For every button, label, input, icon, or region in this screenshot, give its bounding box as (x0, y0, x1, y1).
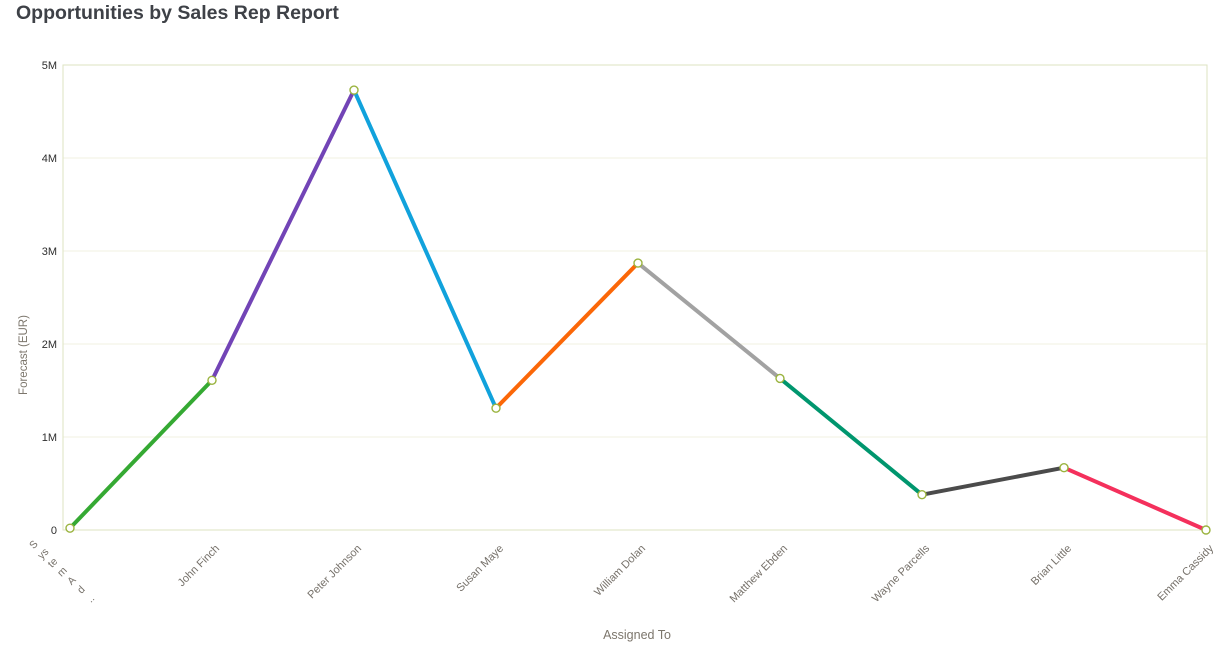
y-tick-label: 0 (51, 525, 57, 537)
y-tick-label: 4M (42, 153, 57, 165)
report-title: Opportunities by Sales Rep Report (16, 2, 339, 24)
line-segment (68, 378, 214, 531)
y-tick-label: 1M (42, 432, 57, 444)
x-category-label: Emma Cassidy (1155, 542, 1216, 603)
line-segment (778, 376, 924, 497)
line-segment (920, 465, 1066, 497)
data-point[interactable] (207, 375, 217, 385)
data-point[interactable] (917, 489, 927, 500)
x-axis-title: Assigned To (603, 628, 671, 642)
data-point[interactable] (65, 523, 75, 533)
x-category-label: William Dolan (592, 543, 648, 599)
data-point[interactable] (1059, 462, 1069, 473)
data-point[interactable] (349, 85, 359, 95)
x-category-label: Matthew Ebden (728, 543, 791, 606)
y-tick-label: 2M (42, 339, 57, 351)
data-point[interactable] (491, 403, 501, 413)
x-category-label: Peter Johnson (305, 543, 364, 602)
x-category-label: Wayne Parcells (870, 542, 933, 605)
y-tick-label: 3M (42, 246, 57, 258)
x-category-label: Susan Maye (454, 543, 506, 595)
data-point[interactable] (775, 373, 785, 384)
y-axis-title: Forecast (EUR) (18, 315, 30, 395)
y-tick-label: 5M (42, 60, 57, 72)
line-segment (210, 88, 356, 383)
line-segment (352, 88, 498, 411)
line-segment (1062, 465, 1208, 532)
x-category-label: Brian Little (1029, 543, 1074, 588)
x-category-label-wrapped-fragment: .. (85, 593, 98, 606)
data-point[interactable] (633, 258, 643, 268)
plot-border (62, 64, 1208, 531)
line-segment (494, 261, 640, 411)
data-point[interactable] (1201, 525, 1211, 535)
x-category-label: John Finch (176, 543, 223, 590)
line-segment (636, 261, 782, 381)
